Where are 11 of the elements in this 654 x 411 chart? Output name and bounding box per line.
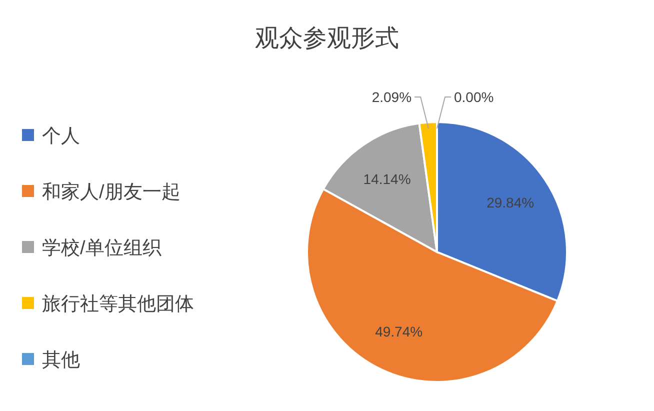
legend-label: 其他 bbox=[42, 350, 80, 371]
legend-label: 学校/单位组织 bbox=[42, 238, 162, 259]
data-label: 49.74% bbox=[375, 324, 423, 340]
data-label: 2.09% bbox=[372, 89, 412, 105]
legend-label: 个人 bbox=[42, 126, 80, 147]
data-label: 29.84% bbox=[486, 194, 534, 211]
data-label: 14.14% bbox=[363, 171, 411, 188]
legend-label: 和家人/朋友一起 bbox=[42, 181, 180, 203]
text: 0.00% bbox=[454, 89, 494, 105]
legend-label: 旅行社等其他团体 bbox=[42, 294, 194, 315]
chart-title: 观众参观形式 bbox=[255, 25, 399, 52]
